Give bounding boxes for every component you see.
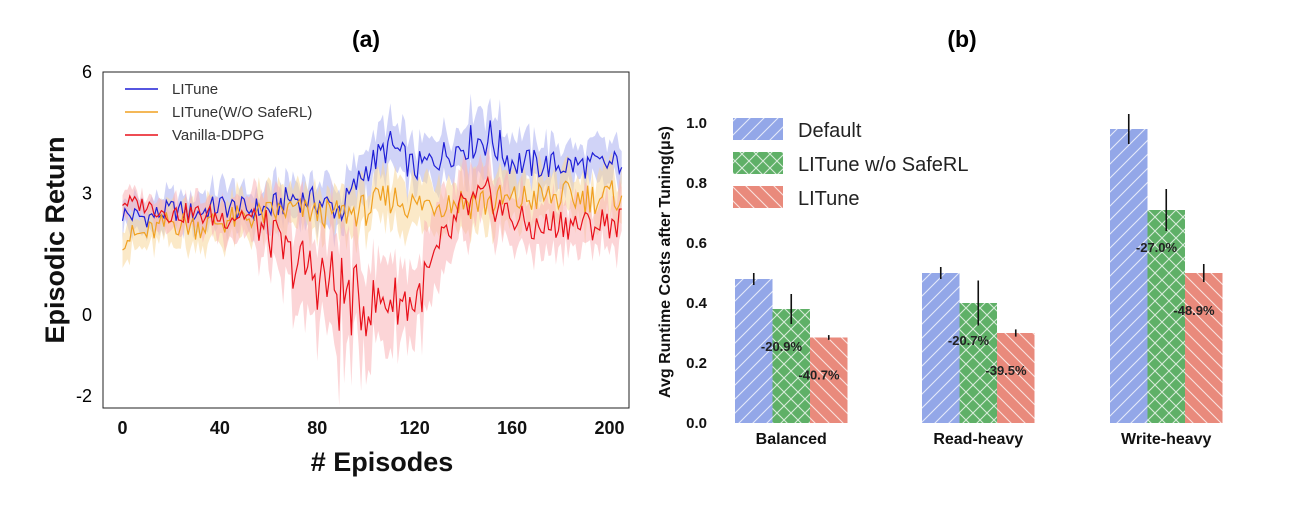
bar-hatch-write-heavy-litune [1185, 273, 1223, 423]
panel-b-title: (b) [947, 26, 976, 52]
legend-swatch-hatch-litune-w-o-saferl [733, 152, 783, 174]
y-tick-label: 0.2 [686, 355, 707, 372]
bar-hatch-read-heavy-default [922, 273, 960, 423]
panel-b-bars: -20.9% -40.7% -20.7% -39.5% -27.0% -48.9% [735, 114, 1223, 423]
y-tick-label: 0.8 [686, 175, 707, 192]
bar-hatch-write-heavy-litune-w-o-saferl [1147, 210, 1185, 423]
panel-a-y-axis-label: Episodic Return [40, 136, 70, 343]
x-tick-label: 0 [117, 418, 127, 438]
panel-b: (b) -20.9% -40.7% -20.7% -39.5% -27.0% -48.9%… [657, 26, 1223, 448]
category-label-balanced: Balanced [756, 431, 827, 448]
panel-b-legend: Default LITune w/o SafeRL LITune [733, 118, 968, 210]
legend-swatch-hatch-litune [733, 186, 783, 208]
panel-a-legend: LITune LITune(W/O SafeRL) Vanilla-DDPG [125, 81, 312, 144]
y-tick-label: 3 [82, 183, 92, 203]
legend-label-default: Default [798, 120, 862, 142]
bar-hatch-balanced-default [735, 279, 773, 423]
line-vanilla-ddpg [122, 175, 622, 337]
x-tick-label: 200 [594, 418, 624, 438]
panel-a-title: (a) [352, 26, 380, 52]
line-litune [121, 120, 623, 228]
category-label-write-heavy: Write-heavy [1121, 431, 1212, 448]
line-litune-w-o-saferl [122, 180, 623, 251]
x-tick-label: 160 [497, 418, 527, 438]
y-tick-label: 0.4 [686, 295, 708, 312]
reduction-label-write-heavy-litune-w-o-saferl: -27.0% [1136, 240, 1178, 255]
panel-a: (a) -2 0 3 6 0 40 80 120 160 200 # Episodes Epis… [40, 26, 630, 477]
y-tick-label: -2 [76, 386, 92, 406]
series-lines [121, 120, 623, 337]
legend-label-litune: LITune [798, 188, 860, 210]
panel-a-plot-frame [102, 71, 630, 409]
panel-a-y-tick-labels: -2 0 3 6 [76, 62, 92, 406]
panel-a-x-tick-labels: 0 40 80 120 160 200 [117, 418, 624, 438]
panel-b-y-tick-labels: 0.0 0.2 0.4 0.6 0.8 1.0 [686, 115, 708, 432]
y-tick-label: 0.0 [686, 415, 707, 432]
panel-b-y-axis-label: Avg Runtime Costs after Tuning(μs) [657, 126, 674, 398]
legend-label-litune-w-o-saferl: LITune w/o SafeRL [798, 154, 968, 176]
band-litune-w-o-saferl [122, 151, 622, 268]
y-tick-label: 0 [82, 305, 92, 325]
legend-label-litune: LITune [172, 81, 218, 98]
x-tick-label: 120 [400, 418, 430, 438]
reduction-label-write-heavy-litune: -48.9% [1173, 303, 1215, 318]
reduction-label-read-heavy-litune: -39.5% [985, 363, 1027, 378]
reduction-label-read-heavy-litune-w-o-saferl: -20.7% [948, 333, 990, 348]
legend-swatch-hatch-default [733, 118, 783, 140]
legend-label-litune-w-o-saferl: LITune(W/O SafeRL) [172, 104, 312, 121]
panel-a-x-axis-label: # Episodes [311, 447, 454, 477]
y-tick-label: 0.6 [686, 235, 707, 252]
bar-hatch-balanced-litune [810, 337, 848, 423]
bar-hatch-write-heavy-default [1110, 129, 1148, 423]
x-tick-label: 80 [307, 418, 327, 438]
reduction-label-balanced-litune: -40.7% [798, 368, 840, 383]
panel-b-category-labels: Balanced Read-heavy Write-heavy [756, 431, 1212, 448]
bar-hatch-read-heavy-litune [997, 333, 1035, 423]
category-label-read-heavy: Read-heavy [933, 431, 1023, 448]
reduction-label-balanced-litune-w-o-saferl: -20.9% [761, 339, 803, 354]
x-tick-label: 40 [210, 418, 230, 438]
y-tick-label: 1.0 [686, 115, 707, 132]
bar-hatch-balanced-litune-w-o-saferl [772, 309, 810, 423]
legend-label-vanilla-ddpg: Vanilla-DDPG [172, 127, 264, 144]
y-tick-label: 6 [82, 62, 92, 82]
